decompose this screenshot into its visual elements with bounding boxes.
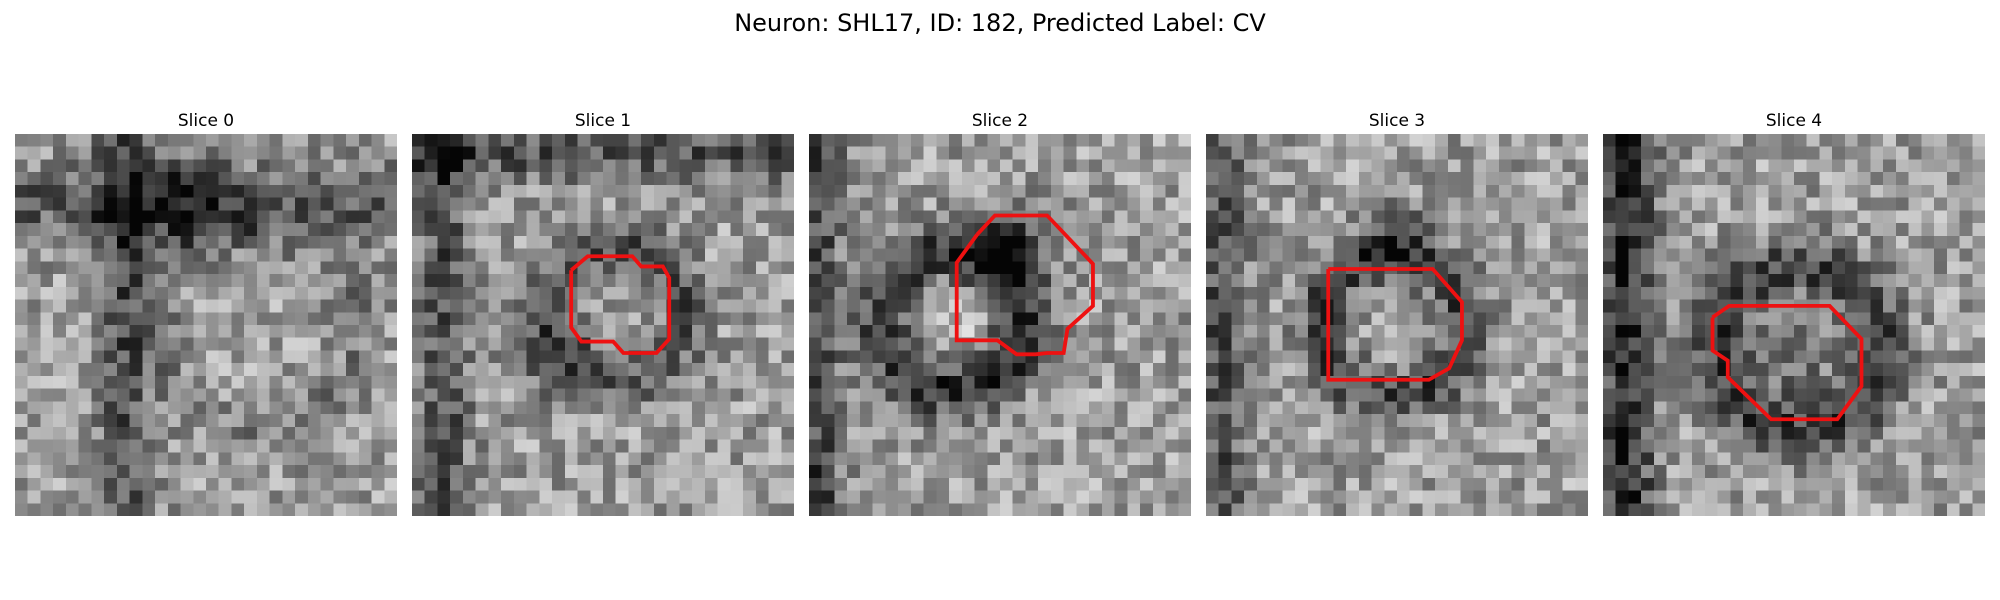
panel-title: Slice 3 [1368,111,1426,131]
pixel-grid [1603,134,1985,516]
slice-image [1206,134,1588,516]
panel-slice-2: Slice 2 [809,108,1191,516]
slice-image [1603,134,1985,516]
panel-title: Slice 2 [971,111,1029,131]
panel-slice-0: Slice 0 [15,108,397,516]
roi-outline [1326,267,1464,382]
pixel-grid [412,134,794,516]
panel-title: Slice 1 [574,111,632,131]
slice-image [412,134,794,516]
panel-slice-4: Slice 4 [1603,108,1985,516]
panel-slice-1: Slice 1 [412,108,794,516]
panel-title: Slice 4 [1765,111,1823,131]
panel-slice-3: Slice 3 [1206,108,1588,516]
slice-image [15,134,397,516]
roi-outline [954,213,1095,357]
pixel-grid [1206,134,1588,516]
roi-outline [1710,303,1864,422]
pixel-grid [15,134,397,516]
figure-title: Neuron: SHL17, ID: 182, Predicted Label:… [734,9,1266,37]
panel-title: Slice 0 [177,111,235,131]
roi-outline [569,254,672,355]
pixel-grid [809,134,1191,516]
slice-image [809,134,1191,516]
